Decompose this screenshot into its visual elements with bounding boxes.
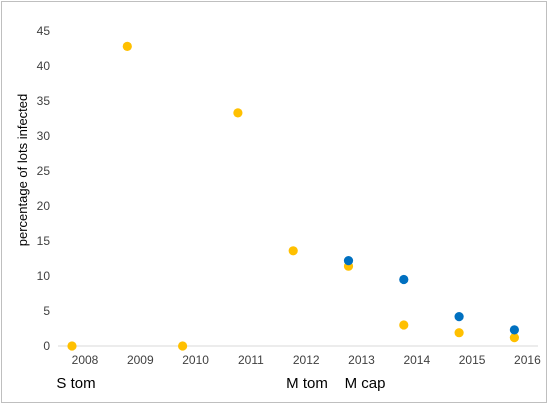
y-tick-labels: 0 5 10 15 20 25 30 35 40 45 [37,24,51,353]
x-tick-labels: 2008 2009 2010 2011 2012 2013 2014 2015 2016 [72,353,541,367]
data-point [399,274,409,285]
x-tick-label: 2014 [403,353,430,367]
y-tick-label: 35 [37,94,51,108]
y-tick-label: 30 [37,129,51,143]
x-tick-label: 2011 [238,353,264,367]
data-point [509,325,519,335]
y-tick-label: 45 [37,24,51,38]
data-point [233,108,243,118]
y-tick-label: 10 [37,269,51,283]
annotation-label: M cap [345,375,386,392]
x-tick-label: 2016 [514,353,541,367]
x-tick-label: 2010 [182,353,209,367]
x-tick-label: 2009 [127,353,154,367]
data-point [67,341,77,351]
y-axis-label: percentage of lots infected [15,94,30,247]
data-point [343,256,354,266]
y-tick-label: 20 [37,199,51,213]
data-point [122,41,132,52]
annotations: S tom M tom M cap [56,375,385,392]
annotation-label: M tom [286,375,328,392]
y-tick-label: 0 [43,339,50,353]
data-point [454,328,464,338]
x-tick-label: 2008 [72,353,99,367]
annotation-label: S tom [56,375,95,392]
data-points [67,41,519,351]
y-tick-label: 5 [43,304,50,318]
x-tick-label: 2013 [348,353,375,367]
y-tick-label: 15 [37,234,51,248]
y-tick-label: 25 [37,164,51,178]
y-tick-label: 40 [37,59,51,73]
data-point [288,246,298,256]
data-point [454,312,464,322]
x-tick-label: 2015 [459,353,486,367]
data-point [399,320,409,330]
x-tick-label: 2012 [293,353,320,367]
data-point [178,341,188,351]
data-point [509,333,519,343]
